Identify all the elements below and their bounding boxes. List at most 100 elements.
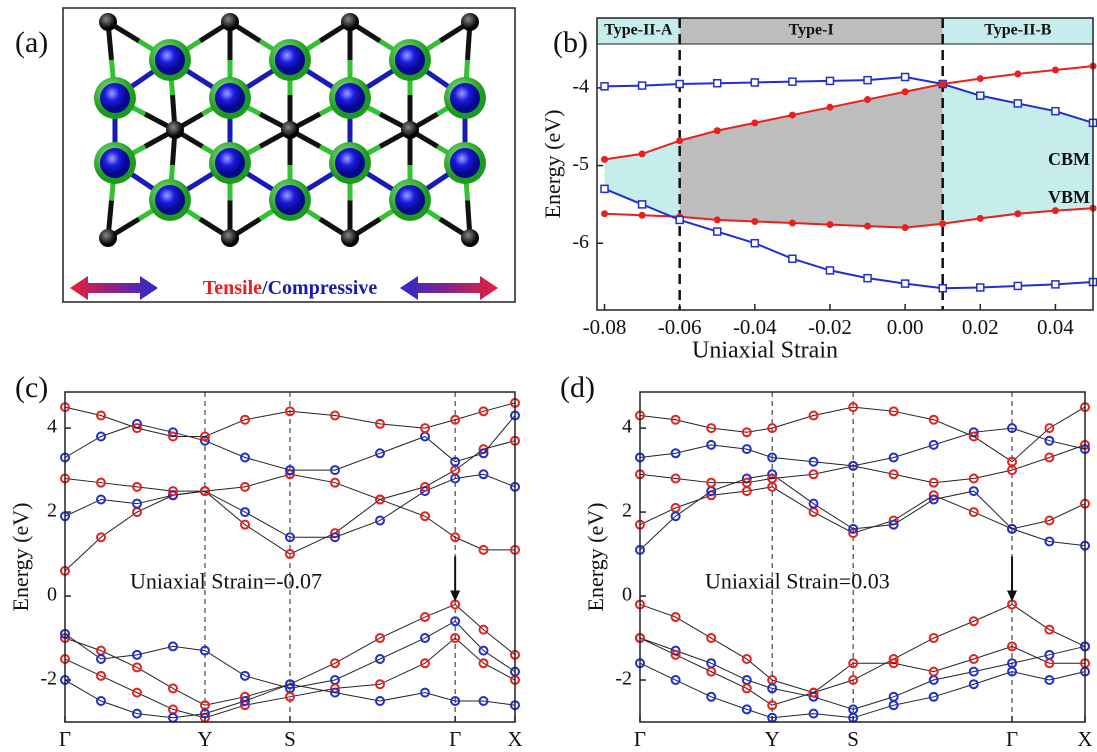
atom [395,45,425,75]
x-tick-label: S [284,727,296,751]
y-tick-label: 2 [622,500,632,522]
marker [826,267,833,274]
series-line [640,407,1085,462]
series-line [640,604,1085,692]
x-tick-label: -0.08 [583,315,627,339]
x-tick-label: Γ [634,727,646,751]
marker [864,275,871,282]
marker [902,280,909,287]
marker [789,112,796,119]
atom [99,229,117,247]
marker [676,81,683,88]
y-axis-label: Energy (eV) [8,503,33,612]
x-axis-label: Uniaxial Strain [692,338,838,364]
y-tick-label: -2 [40,668,57,690]
marker [902,224,909,231]
atom [275,45,305,75]
marker [977,92,984,99]
marker [864,96,871,103]
marker [826,77,833,84]
x-tick-label: X [1077,727,1092,751]
figure: (a) Tensile/Compressive (b)Type-II-AType… [0,0,1097,752]
marker [676,137,683,144]
marker [676,216,683,223]
atom [395,185,425,215]
x-tick-label: 0.04 [1037,315,1074,339]
atom [335,148,365,178]
atom [100,148,130,178]
y-tick-label: 4 [622,416,632,438]
marker [902,88,909,95]
marker [1014,70,1021,77]
marker [639,82,646,89]
y-tick-label: -6 [572,231,589,253]
marker [977,215,984,222]
marker [826,221,833,228]
arrow-head [450,590,460,601]
atom [215,148,245,178]
x-tick-label: -0.06 [658,315,702,339]
atom [341,229,359,247]
y-axis-label: Energy (eV) [540,110,565,219]
region-label: Type-I [789,22,834,39]
marker [789,220,796,227]
y-tick-label: -4 [572,75,589,97]
atom [450,83,480,113]
marker [864,77,871,84]
marker [789,255,796,262]
atom [100,83,130,113]
x-tick-label: S [847,727,859,751]
atom [281,121,299,139]
marker [601,83,608,90]
marker [639,201,646,208]
x-tick-label: Γ [449,727,461,751]
y-tick-label: -5 [572,153,589,175]
marker [601,210,608,217]
region-fill [680,84,943,228]
atom [99,13,117,31]
x-tick-label: -0.04 [733,315,777,339]
x-tick-label: 0.02 [962,315,999,339]
atom [166,121,184,139]
x-tick-label: -0.02 [808,315,852,339]
y-tick-label: 0 [47,584,57,606]
x-tick-label: Γ [1006,727,1018,751]
chart: (c)-2024ΓYSΓXUniaxial Strain=-0.07Energy… [8,371,523,751]
atom [461,229,479,247]
atom [275,185,305,215]
panel-label: (c) [15,371,48,404]
marker [639,212,646,219]
marker [751,218,758,225]
marker [1052,281,1059,288]
x-tick-label: Y [765,727,780,751]
y-axis-label: Energy (eV) [583,503,608,612]
marker [1052,67,1059,74]
structure-panel: (a) Tensile/Compressive [15,8,515,302]
annotation: Uniaxial Strain=-0.07 [130,568,322,593]
panel-label: (d) [560,371,595,404]
annotation: Uniaxial Strain=0.03 [705,568,890,593]
atom [221,13,239,31]
strain-caption: Tensile/Compressive [203,277,378,299]
caption-tensile: Tensile [203,277,262,299]
y-tick-label: 4 [47,416,57,438]
marker [826,104,833,111]
marker [714,127,721,134]
marker [789,78,796,85]
x-tick-label: X [507,727,522,751]
chart: (d)-2024ΓYSΓXUniaxial Strain=0.03Energy … [560,371,1093,751]
atom [155,185,185,215]
y-tick-label: -2 [615,668,632,690]
caption-compressive: Compressive [268,277,378,299]
marker [939,220,946,227]
marker [751,119,758,126]
atom [335,83,365,113]
chart: (b)Type-II-AType-IType-II-B-6-5-4-0.08-0… [540,18,1096,364]
marker [751,240,758,247]
panel-label: (b) [553,26,588,59]
marker [1014,282,1021,289]
marker [639,150,646,157]
atom [155,45,185,75]
marker [714,216,721,223]
annotation: CBM [1048,149,1090,169]
